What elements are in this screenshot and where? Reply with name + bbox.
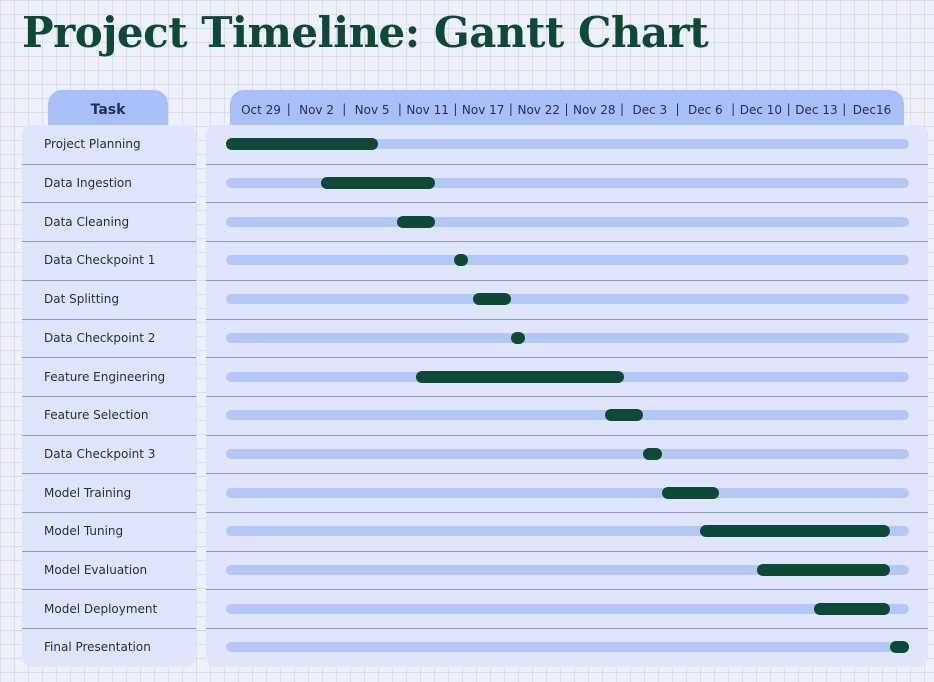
date-tick-label: Nov 28 (573, 103, 616, 117)
task-bar (320, 177, 435, 190)
task-label: Data Ingestion (44, 176, 132, 191)
timeline-track (226, 487, 909, 498)
task-list-panel: Project Planning Data Ingestion Data Clean… (22, 125, 196, 667)
date-tick-label: Dec16 (852, 103, 892, 117)
task-column-header: Task (48, 90, 168, 128)
task-bar (757, 564, 891, 577)
task-label: Feature Selection (44, 408, 149, 423)
date-separator: | (620, 102, 625, 116)
row-divider (22, 628, 196, 630)
task-label: Model Training (44, 485, 132, 500)
timeline-track (226, 526, 909, 537)
date-tick-label: Nov 5 (354, 103, 390, 117)
row-divider (22, 395, 196, 397)
date-separator: | (342, 102, 347, 116)
row-divider (206, 473, 928, 475)
date-separator: | (731, 102, 736, 116)
row-divider (206, 589, 928, 591)
task-bar (814, 602, 890, 615)
task-bar (396, 215, 435, 228)
row-divider (22, 589, 196, 591)
row-divider (206, 163, 928, 165)
timeline-track (226, 603, 909, 614)
row-divider (22, 434, 196, 436)
task-label: Data Cleaning (44, 214, 130, 229)
gantt-chart-panel (206, 125, 928, 667)
row-divider (206, 202, 928, 204)
date-separator: | (842, 102, 847, 116)
task-bar (472, 293, 511, 306)
task-label: Feature Engineering (44, 369, 166, 384)
date-separator: | (675, 102, 680, 116)
timeline-track (226, 139, 909, 150)
task-bar (510, 331, 525, 344)
date-separator: | (453, 102, 458, 116)
task-label: Model Tuning (44, 524, 124, 539)
task-bar (890, 641, 909, 654)
date-separator: | (508, 102, 513, 116)
task-bar (605, 409, 644, 422)
task-label: Model Deployment (44, 601, 158, 616)
timeline-track (226, 565, 909, 576)
task-bar (453, 254, 468, 267)
date-tick-label: Dec 10 (739, 103, 783, 117)
row-divider (22, 163, 196, 165)
date-separator: | (564, 102, 569, 116)
row-divider (22, 512, 196, 513)
task-label: Final Presentation (44, 640, 151, 655)
timeline-track (226, 410, 909, 421)
task-label: Model Evaluation (44, 563, 148, 578)
row-divider (22, 202, 196, 204)
task-label: Data Checkpoint 3 (44, 446, 156, 461)
row-divider (206, 550, 928, 552)
task-label: Data Checkpoint 1 (44, 253, 156, 268)
row-divider (22, 279, 196, 281)
row-divider (22, 357, 196, 359)
date-tick-label: Dec 3 (632, 103, 668, 117)
date-tick-label: Oct 29 (241, 103, 281, 117)
timeline-track (226, 255, 909, 266)
task-label: Data Checkpoint 2 (44, 330, 156, 345)
row-divider (206, 434, 928, 436)
task-bar (662, 486, 720, 499)
timeline-track (226, 294, 909, 305)
date-tick-label: Nov 22 (517, 103, 560, 117)
date-tick-label: Nov 2 (299, 103, 334, 117)
row-divider (22, 318, 196, 320)
date-separator: | (397, 102, 402, 116)
timeline-track (226, 332, 909, 343)
row-divider (22, 473, 196, 475)
timeline-track (226, 642, 909, 653)
date-tick-label: Dec 6 (688, 103, 723, 117)
timeline-track (226, 178, 909, 189)
date-separator: | (286, 102, 291, 116)
date-tick-label: Dec 13 (795, 103, 838, 117)
task-label: Dat Splitting (44, 292, 119, 307)
row-divider (206, 241, 928, 243)
date-separator: | (786, 102, 791, 116)
timeline-track (226, 448, 909, 459)
date-tick-label: Nov 11 (406, 103, 449, 117)
row-divider (206, 318, 928, 320)
row-divider (206, 279, 928, 281)
timeline-track (226, 216, 909, 227)
chart-title: Project Timeline: Gantt Chart (22, 8, 709, 57)
task-bar (226, 138, 378, 151)
date-tick-label: Nov 17 (461, 103, 505, 117)
row-divider (206, 628, 928, 630)
date-axis-header: Oct 29 | Nov 2 | Nov 5 | Nov 11 | Nov 17 | Nov 22 |… (230, 90, 904, 128)
task-label: Project Planning (44, 137, 141, 152)
row-divider (22, 550, 196, 552)
row-divider (206, 395, 928, 397)
task-bar (700, 525, 891, 538)
row-divider (206, 512, 928, 513)
task-bar (643, 447, 663, 460)
row-divider (22, 241, 196, 243)
row-divider (206, 357, 928, 359)
task-bar (415, 370, 625, 383)
